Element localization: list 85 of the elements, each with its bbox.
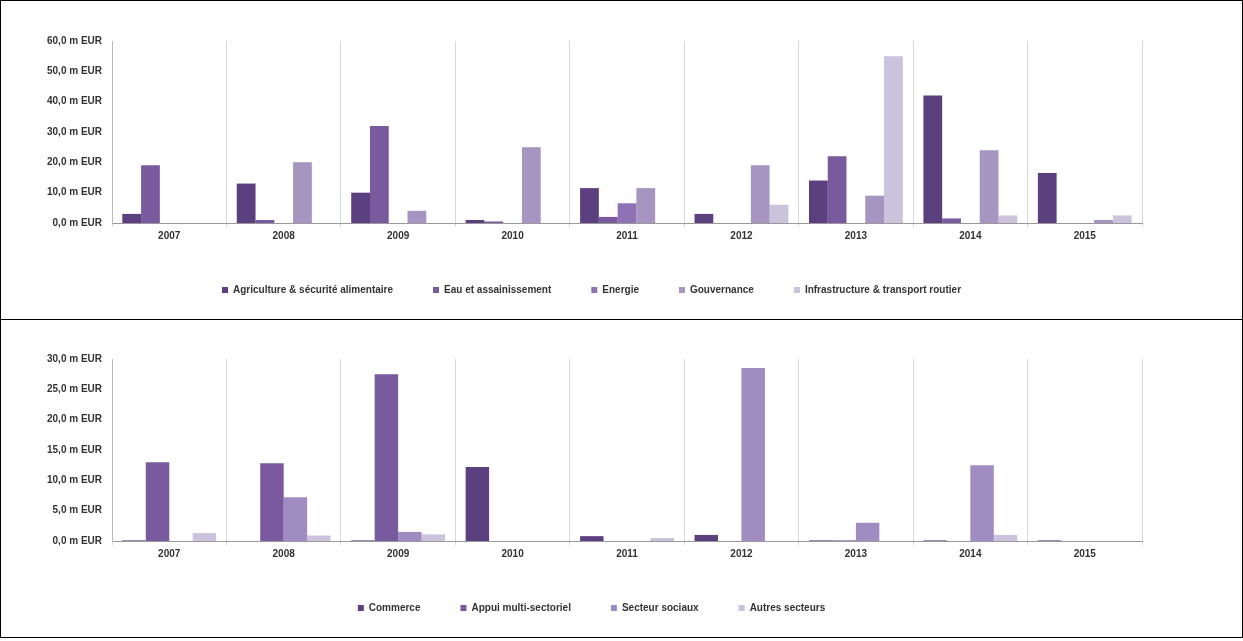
x-tick-label: 2011 — [616, 229, 639, 241]
bar — [293, 162, 312, 223]
bar — [750, 165, 770, 223]
bar — [970, 465, 994, 541]
bar — [827, 156, 847, 223]
y-tick-label: 50,0 m EUR — [46, 65, 103, 77]
bar — [741, 368, 765, 541]
bar — [650, 537, 674, 541]
bar — [617, 203, 637, 223]
x-tick-label: 2013 — [844, 547, 868, 559]
legend-label: Energie — [602, 283, 640, 295]
bar — [141, 165, 160, 223]
y-tick-label: 25,0 m EUR — [46, 383, 103, 395]
bar — [1094, 219, 1113, 223]
bar — [122, 213, 142, 223]
bar — [1112, 215, 1132, 223]
y-tick-label: 15,0 m EUR — [46, 443, 103, 455]
bar — [865, 195, 885, 223]
bar — [351, 192, 370, 223]
legend-label: Gouvernance — [689, 283, 755, 295]
bar — [769, 204, 789, 223]
legend-label: Autres secteurs — [749, 601, 826, 613]
y-tick-label: 0,0 m EUR — [52, 216, 103, 228]
x-tick-label: 2010 — [501, 229, 525, 241]
x-tick-label: 2007 — [158, 547, 181, 559]
x-tick-label: 2010 — [501, 547, 525, 559]
x-tick-label: 2013 — [844, 229, 868, 241]
y-tick-label: 60,0 m EUR — [46, 34, 103, 46]
bar — [260, 463, 284, 541]
bar — [465, 466, 490, 541]
bar — [521, 147, 541, 223]
y-tick-label: 10,0 m EUR — [46, 474, 103, 486]
x-tick-label: 2015 — [1073, 547, 1097, 559]
bar — [421, 534, 446, 541]
bar — [255, 219, 275, 223]
x-tick-label: 2012 — [730, 547, 754, 559]
x-tick-label: 2012 — [730, 229, 754, 241]
bar — [580, 188, 599, 223]
bar — [580, 536, 604, 541]
x-tick-label: 2009 — [387, 229, 410, 241]
bar — [808, 180, 828, 223]
bar — [192, 533, 217, 541]
bar — [694, 213, 714, 223]
bar — [598, 216, 618, 223]
y-tick-label: 10,0 m EUR — [46, 186, 103, 198]
bar — [465, 219, 485, 223]
x-tick-label: 2008 — [272, 229, 296, 241]
bar — [236, 183, 256, 223]
bar — [283, 497, 308, 541]
y-tick-label: 20,0 m EUR — [46, 156, 103, 168]
x-tick-label: 2014 — [959, 547, 982, 559]
x-tick-label: 2014 — [959, 229, 982, 241]
x-tick-label: 2008 — [272, 547, 296, 559]
bar — [369, 125, 389, 223]
bar — [145, 462, 170, 541]
y-tick-label: 5,0 m EUR — [52, 504, 103, 516]
bar — [993, 534, 1018, 541]
y-tick-label: 40,0 m EUR — [46, 95, 103, 107]
bar — [998, 215, 1018, 223]
bar — [979, 150, 999, 223]
bar — [942, 218, 961, 223]
legend-label: Eau et assainissement — [444, 283, 552, 295]
legend-label: Appui multi-sectoriel — [471, 601, 572, 613]
x-tick-label: 2007 — [158, 229, 181, 241]
x-tick-label: 2009 — [387, 547, 410, 559]
bar — [855, 522, 880, 541]
x-tick-label: 2015 — [1073, 229, 1097, 241]
bar — [1037, 172, 1057, 223]
legend-label: Infrastructure & transport routier — [804, 283, 962, 295]
y-tick-label: 30,0 m EUR — [46, 125, 103, 137]
legend-label: Agriculture & sécurité alimentaire — [232, 283, 394, 295]
bar — [374, 374, 399, 541]
bar — [884, 56, 903, 223]
legend-label: Secteur sociaux — [621, 601, 700, 613]
x-tick-label: 2011 — [616, 547, 639, 559]
bar — [307, 535, 331, 541]
bar — [923, 95, 943, 223]
bar — [694, 534, 718, 541]
bar — [636, 188, 656, 223]
y-tick-label: 30,0 m EUR — [46, 352, 103, 364]
y-tick-label: 20,0 m EUR — [46, 413, 103, 425]
bar — [407, 210, 427, 223]
y-tick-label: 0,0 m EUR — [52, 534, 103, 546]
bar — [398, 531, 422, 541]
legend-label: Commerce — [368, 601, 421, 613]
